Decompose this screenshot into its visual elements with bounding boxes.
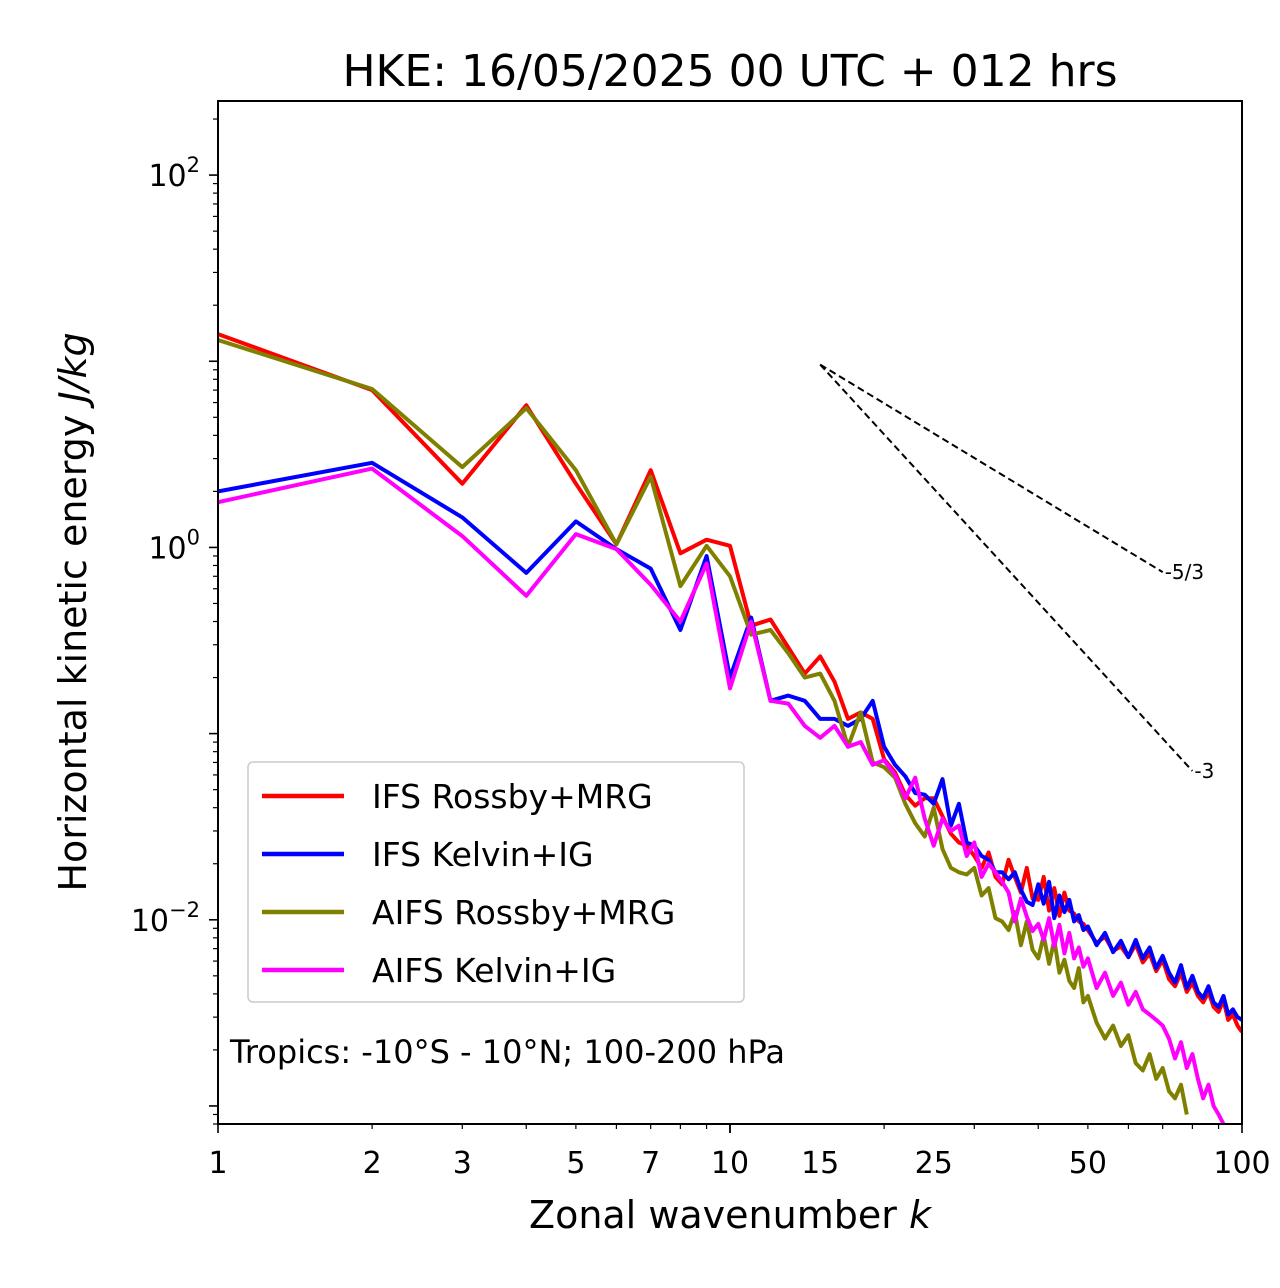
slope-label-1: -5/3 (1165, 560, 1204, 584)
legend-entries: IFS Rossby+MRG IFS Kelvin+IG AIFS Rossby+M… (262, 777, 675, 990)
series-line-2 (218, 460, 1242, 1022)
x-tick-label: 2 (363, 1146, 382, 1181)
legend-label-4: AIFS Kelvin+IG (372, 951, 616, 990)
legend-label-1: IFS Rossby+MRG (372, 777, 653, 816)
x-tick-label: 15 (801, 1146, 839, 1181)
x-tick-label: 50 (1069, 1146, 1107, 1181)
series-line-3 (218, 338, 1189, 1115)
x-axis: 1 2 3 5 7 10 15 25 50 100 (208, 1124, 1271, 1181)
region-annotation: Tropics: -10°S - 10°N; 100-200 hPa (229, 1033, 785, 1071)
chart-title: HKE: 16/05/2025 00 UTC + 012 hrs (342, 46, 1117, 97)
plot-area: -5/3 -3 (217, 100, 1243, 1125)
x-tick-label: 25 (915, 1146, 953, 1181)
y-axis: 102 100 10−2 (131, 118, 218, 1125)
y-axis-title: Horizontal kinetic energy J/kg (51, 332, 95, 891)
x-tick-label: 10 (711, 1146, 749, 1181)
legend-label-3: AIFS Rossby+MRG (372, 893, 675, 932)
x-tick-label: 5 (566, 1146, 585, 1181)
slope-label-2: -3 (1194, 759, 1214, 783)
legend-label-2: IFS Kelvin+IG (372, 835, 594, 874)
x-tick-label: 3 (453, 1146, 472, 1181)
series-line-4 (218, 466, 1226, 1124)
series-layer (218, 332, 1242, 1124)
y-tick-label: 10−2 (131, 898, 200, 939)
y-tick-label: 102 (148, 153, 200, 194)
x-axis-title: Zonal wavenumber k (529, 1193, 933, 1237)
x-tick-label: 100 (1213, 1146, 1270, 1181)
reference-slopes: -5/3 -3 (819, 363, 1214, 783)
legend: IFS Rossby+MRG IFS Kelvin+IG AIFS Rossby+M… (247, 761, 745, 1003)
series-line-1 (218, 332, 1242, 1034)
legend-box (247, 761, 745, 1003)
x-tick-label: 1 (208, 1146, 227, 1181)
x-tick-label: 7 (641, 1146, 660, 1181)
slope-line-1 (819, 363, 1164, 573)
y-tick-label: 100 (148, 525, 200, 566)
slope-line-2 (819, 363, 1194, 772)
